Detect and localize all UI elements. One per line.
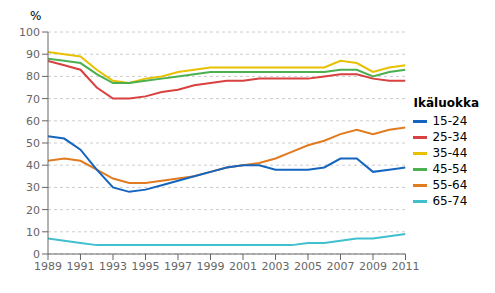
html-text:45-54: 45-54	[432, 162, 468, 176]
svg-text:2005: 2005	[294, 260, 322, 273]
svg-text:2007: 2007	[326, 260, 354, 273]
html-text:25-34: 25-34	[432, 130, 468, 144]
svg-text:1999: 1999	[196, 260, 224, 273]
svg-text:40: 40	[26, 159, 40, 172]
html-text:55-64: 55-64	[432, 178, 468, 192]
html-text:35-44: 35-44	[432, 146, 468, 160]
svg-text:60: 60	[26, 115, 40, 128]
svg-text:2011: 2011	[391, 260, 419, 273]
svg-text:1995: 1995	[131, 260, 159, 273]
svg-text:10: 10	[26, 226, 40, 239]
svg-text:0: 0	[33, 248, 40, 261]
html-text:Ikäluokka: Ikäluokka	[413, 96, 479, 110]
html-text:15-24: 15-24	[432, 114, 468, 128]
svg-text:2001: 2001	[229, 260, 257, 273]
svg-text:50: 50	[26, 137, 40, 150]
svg-text:20: 20	[26, 204, 40, 217]
html-text:65-74: 65-74	[432, 194, 468, 208]
svg-text:1991: 1991	[66, 260, 94, 273]
svg-text:70: 70	[26, 93, 40, 106]
svg-text:1989: 1989	[34, 260, 62, 273]
svg-text:1993: 1993	[99, 260, 127, 273]
svg-text:1997: 1997	[164, 260, 192, 273]
svg-text:30: 30	[26, 181, 40, 194]
svg-text:80: 80	[26, 70, 40, 83]
svg-text:100: 100	[19, 26, 40, 39]
svg-text:2003: 2003	[261, 260, 289, 273]
svg-text:2009: 2009	[359, 260, 387, 273]
svg-text:90: 90	[26, 48, 40, 61]
